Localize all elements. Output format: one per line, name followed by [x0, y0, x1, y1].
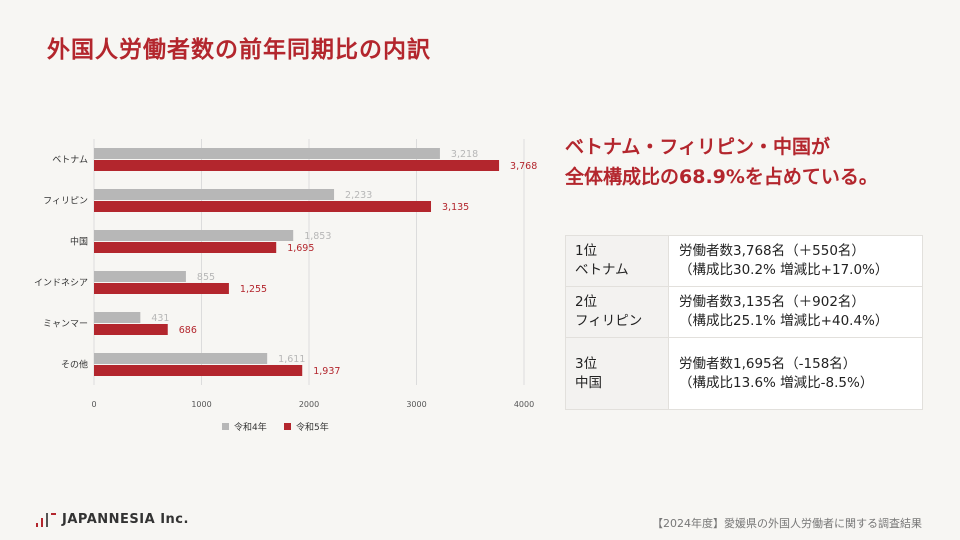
y-category-label: ベトナム	[52, 155, 88, 166]
brand-name: JAPANNESIA Inc.	[62, 512, 189, 527]
x-tick-label: 2000	[299, 400, 319, 409]
data-label: 3,768	[510, 161, 537, 172]
data-label: 686	[179, 325, 197, 336]
data-label: 1,937	[313, 366, 340, 377]
workers-count: 労働者数3,135名（＋902名）	[679, 294, 865, 310]
data-label: 431	[151, 313, 169, 324]
bar-reiwa4	[94, 189, 335, 200]
rank-label: 3位	[575, 355, 598, 372]
legend-label: 令和4年	[234, 421, 267, 433]
bar-chart: 0 1000 2000 3000 4000 ベトナム 3,218 3,768 フィリピン 2,23…	[34, 139, 537, 433]
rank-cell: 2位 フィリピン	[565, 286, 669, 338]
detail-cell: 労働者数3,768名（＋550名） （構成比30.2% 増減比+17.0%）	[668, 235, 923, 287]
footer-brand: JAPANNESIA Inc.	[36, 512, 189, 527]
workers-count: 労働者数3,768名（＋550名）	[679, 243, 865, 259]
rank-label: 1位	[575, 243, 598, 259]
ratio-text: （構成比13.6% 増減比-8.5%）	[679, 374, 874, 391]
y-category-label: ミャンマー	[43, 320, 88, 330]
page-title: 外国人労働者数の前年同期比の内訳	[47, 37, 431, 63]
legend-swatch	[222, 423, 229, 430]
headline: ベトナム・フィリピン・中国が 全体構成比の68.9%を占めている。	[565, 132, 878, 192]
ranking-row: 1位 ベトナム 労働者数3,768名（＋550名） （構成比30.2% 増減比+…	[565, 235, 923, 287]
x-tick-label: 1000	[191, 400, 211, 409]
bar-reiwa5	[94, 324, 168, 335]
data-label: 855	[197, 272, 215, 283]
rank-label: 2位	[575, 294, 598, 310]
data-label: 1,695	[287, 243, 314, 254]
ranking-row: 2位 フィリピン 労働者数3,135名（＋902名） （構成比25.1% 増減比…	[565, 286, 923, 338]
rank-country: フィリピン	[575, 313, 643, 329]
ranking-row: 3位 中国 労働者数1,695名（-158名） （構成比13.6% 増減比-8.…	[565, 337, 923, 410]
bar-reiwa4	[94, 230, 294, 241]
bar-reiwa5	[94, 242, 277, 253]
ranking-table: 1位 ベトナム 労働者数3,768名（＋550名） （構成比30.2% 増減比+…	[565, 235, 923, 410]
logo-icon	[36, 512, 56, 527]
x-tick-label: 0	[91, 400, 96, 409]
y-category-label: インドネシア	[34, 278, 88, 289]
bar-reiwa5	[94, 283, 229, 294]
legend-swatch	[284, 423, 291, 430]
rank-cell: 1位 ベトナム	[565, 235, 669, 287]
detail-cell: 労働者数1,695名（-158名） （構成比13.6% 増減比-8.5%）	[668, 337, 923, 410]
headline-line-1: ベトナム・フィリピン・中国が	[565, 136, 831, 158]
data-label: 1,255	[240, 284, 267, 295]
data-label: 1,853	[304, 231, 331, 242]
y-category-label: フィリピン	[43, 196, 88, 207]
bar-reiwa5	[94, 201, 432, 212]
bar-reiwa4	[94, 148, 440, 159]
y-category-label: その他	[61, 359, 88, 371]
y-category-label: 中国	[70, 236, 88, 248]
bar-reiwa4	[94, 353, 268, 364]
ratio-text: （構成比30.2% 増減比+17.0%）	[679, 262, 889, 278]
detail-cell: 労働者数3,135名（＋902名） （構成比25.1% 増減比+40.4%）	[668, 286, 923, 338]
bar-reiwa5	[94, 160, 500, 171]
workers-count: 労働者数1,695名（-158名）	[679, 355, 857, 372]
legend-label: 令和5年	[296, 421, 329, 433]
rank-country: 中国	[575, 374, 602, 391]
x-tick-label: 3000	[406, 400, 426, 409]
headline-line-2: 全体構成比の68.9%を占めている。	[565, 166, 878, 188]
data-label: 2,233	[345, 190, 372, 201]
footer-note: 【2024年度】愛媛県の外国人労働者に関する調査結果	[652, 517, 922, 530]
bar-reiwa4	[94, 271, 186, 282]
rank-country: ベトナム	[575, 262, 629, 278]
data-label: 3,135	[442, 202, 469, 213]
data-label: 3,218	[451, 149, 478, 160]
data-label: 1,611	[278, 354, 305, 365]
x-tick-label: 4000	[514, 400, 534, 409]
bar-reiwa5	[94, 365, 303, 376]
bar-reiwa4	[94, 312, 141, 323]
ratio-text: （構成比25.1% 増減比+40.4%）	[679, 313, 889, 329]
rank-cell: 3位 中国	[565, 337, 669, 410]
